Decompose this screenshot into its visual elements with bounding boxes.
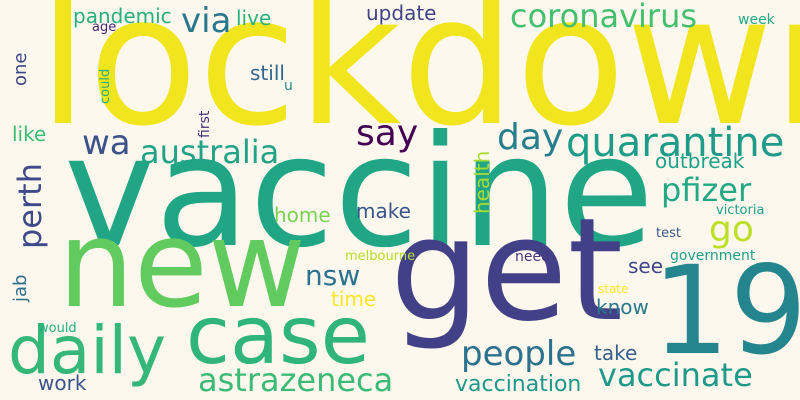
word-coronavirus: coronavirus: [510, 0, 698, 35]
word-victoria: victoria: [716, 203, 765, 218]
word-get: get: [390, 188, 624, 353]
word-still: still: [250, 61, 285, 85]
word-home: home: [274, 203, 331, 227]
word-vaccination: vaccination: [455, 372, 582, 397]
word-jab: jab: [10, 274, 31, 302]
word-test: test: [656, 226, 681, 241]
word-could: could: [98, 68, 113, 104]
word-perth: perth: [11, 163, 49, 249]
word-government: government: [670, 248, 756, 264]
word-new: new: [58, 196, 307, 335]
word-vaccinate: vaccinate: [598, 356, 753, 394]
word-live: live: [236, 6, 272, 30]
word-say: say: [356, 113, 419, 154]
word-u: u: [284, 78, 293, 94]
word-melbourne: melbourne: [345, 249, 416, 264]
word-astrazeneca: astrazeneca: [198, 361, 394, 399]
word-know: know: [596, 295, 649, 319]
word-first: first: [197, 110, 213, 138]
word-vaccine: vaccine: [64, 103, 654, 282]
word-week: week: [738, 12, 775, 28]
word-australia: australia: [140, 133, 280, 171]
word-19: 19: [652, 240, 800, 382]
word-pfizer: pfizer: [661, 171, 752, 209]
word-like: like: [12, 122, 47, 146]
word-work: work: [38, 371, 87, 395]
word-would: would: [38, 321, 77, 336]
word-health: health: [470, 150, 494, 214]
word-wa: wa: [82, 123, 131, 163]
word-see: see: [628, 254, 664, 278]
word-daily: daily: [8, 312, 167, 389]
word-update: update: [366, 1, 437, 25]
word-make: make: [356, 199, 411, 223]
word-one: one: [10, 52, 31, 87]
word-time: time: [331, 287, 377, 311]
word-take: take: [594, 341, 638, 365]
word-day: day: [497, 117, 564, 158]
word-people: people: [461, 334, 577, 374]
word-outbreak: outbreak: [655, 149, 745, 173]
word-quarantine: quarantine: [566, 120, 785, 166]
word-via: via: [181, 1, 232, 41]
word-go: go: [709, 209, 754, 250]
word-pandemic: pandemic: [73, 4, 172, 28]
word-state: state: [598, 282, 629, 296]
word-case: case: [186, 289, 370, 382]
word-need: need: [515, 249, 550, 265]
word-age: age: [92, 20, 117, 35]
word-lockdown: lockdown: [38, 0, 800, 166]
word-nsw: nsw: [305, 259, 361, 292]
